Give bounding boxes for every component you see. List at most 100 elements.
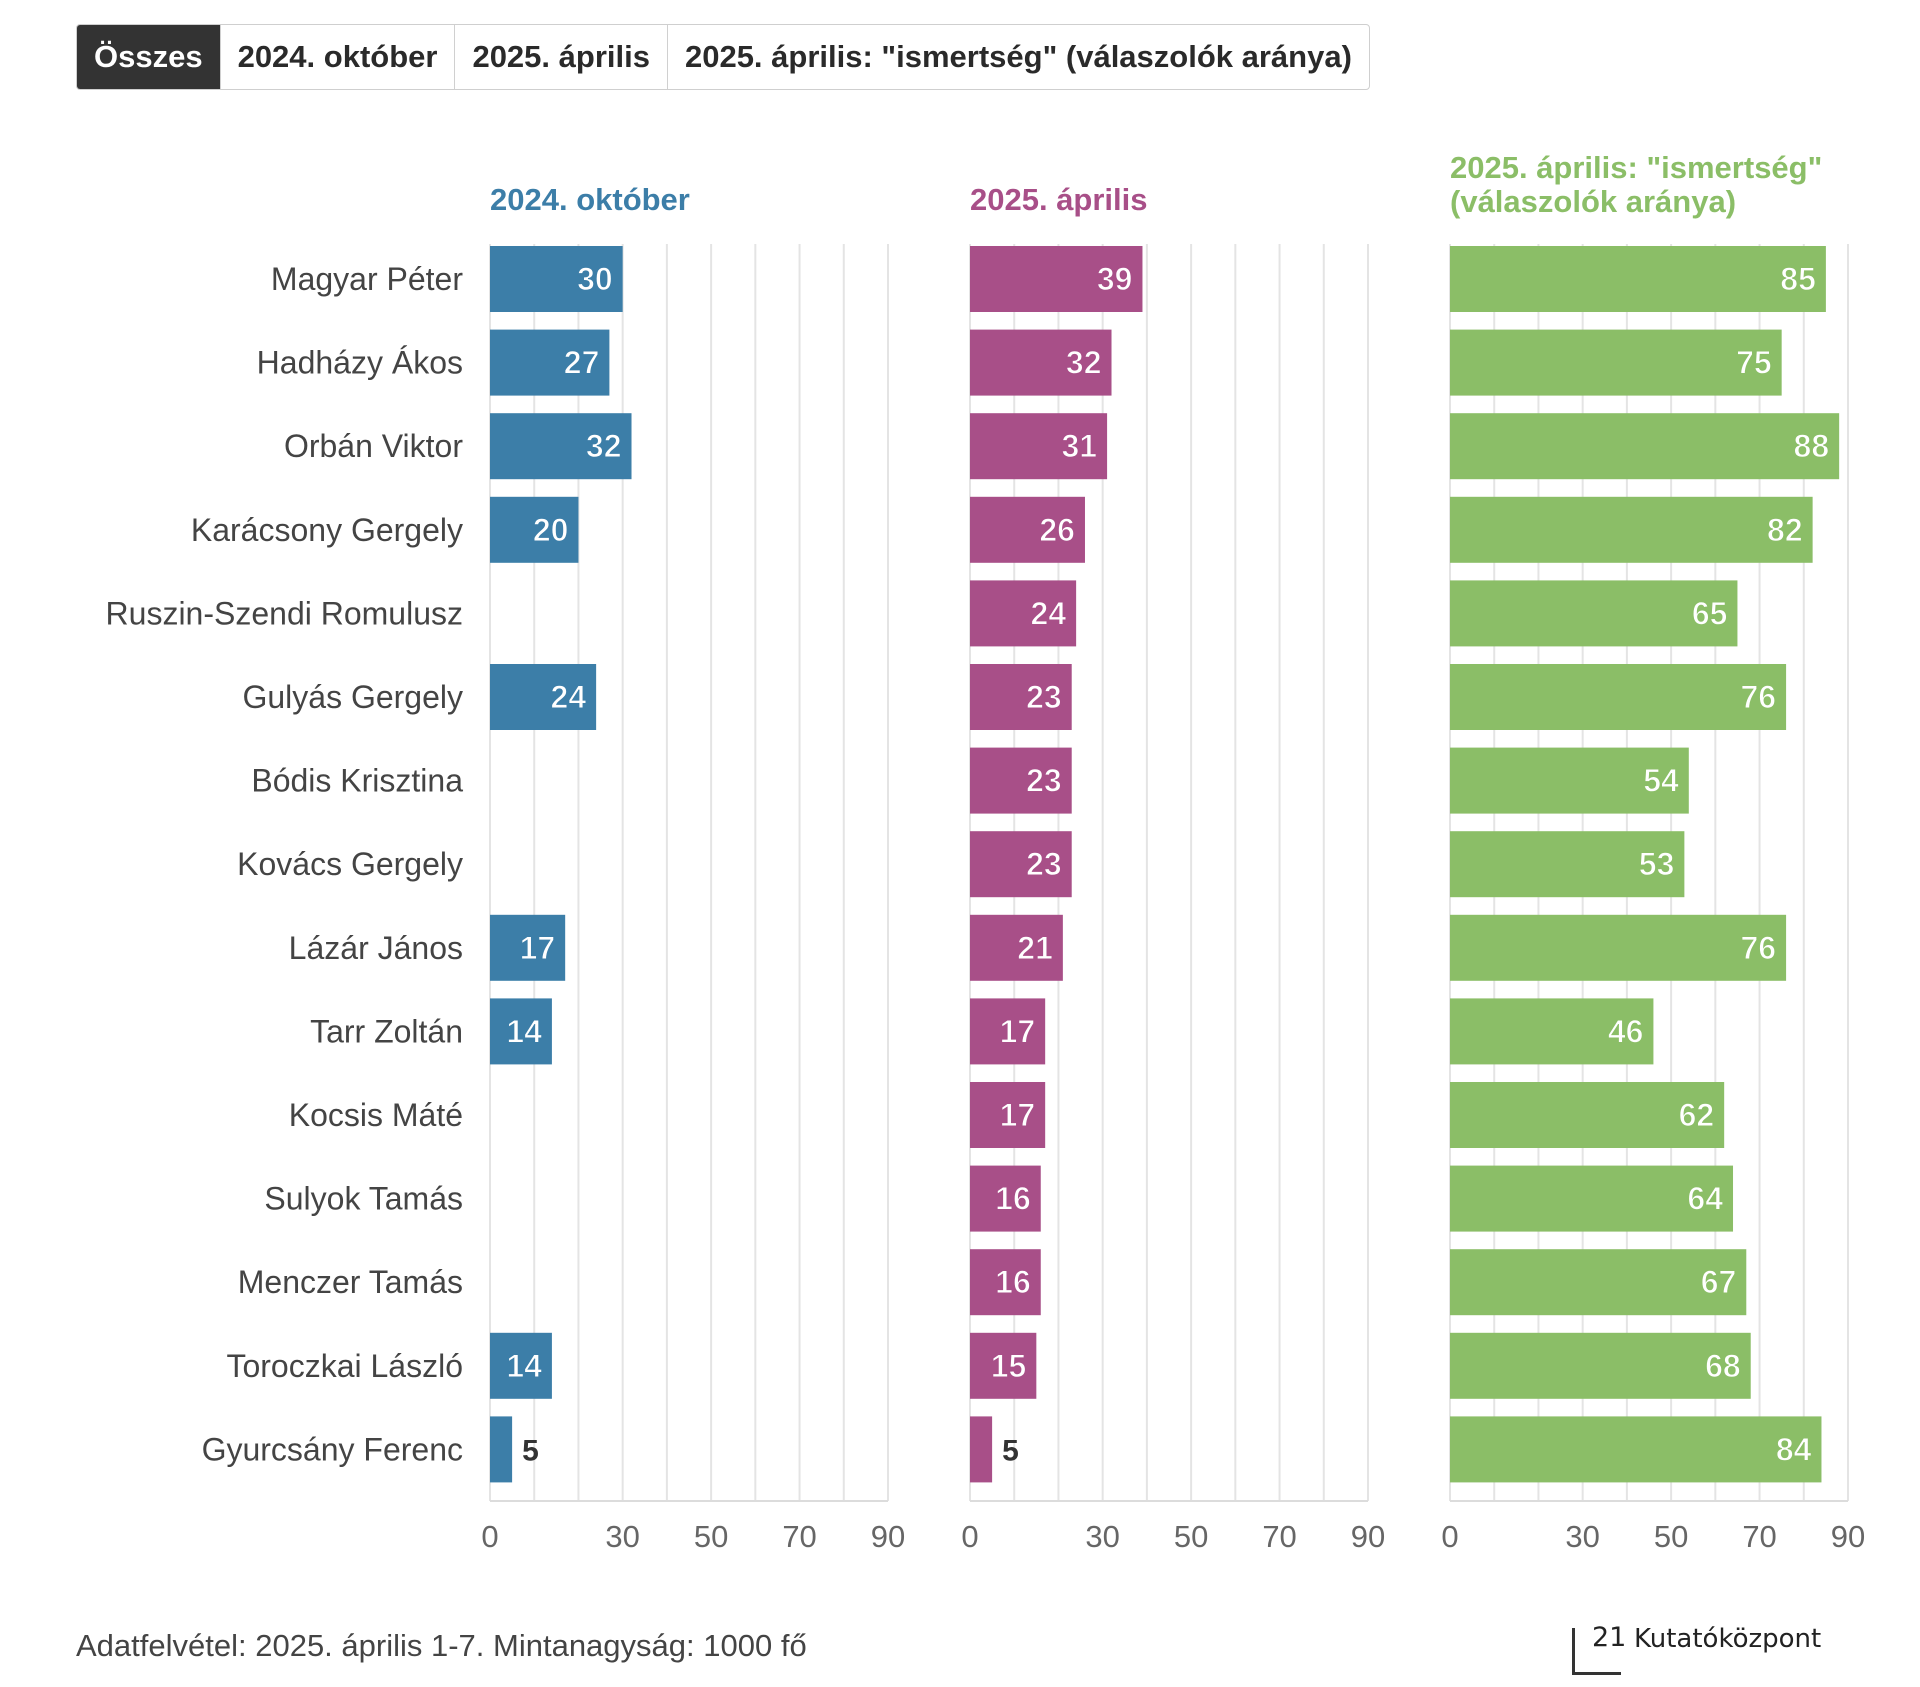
data-label: 16 — [995, 1181, 1031, 1217]
data-label: 76 — [1740, 930, 1776, 966]
logo-name: Kutatóközpont — [1634, 1624, 1822, 1654]
tab-2025-april[interactable]: 2025. április — [455, 25, 668, 89]
bar — [490, 998, 552, 1065]
bar — [970, 664, 1072, 730]
x-tick-label: 30 — [1085, 1519, 1119, 1554]
bar — [490, 1416, 513, 1483]
category-label: Kovács Gergely — [237, 846, 463, 882]
data-label: 14 — [506, 1348, 542, 1384]
tab-2025-april-awareness[interactable]: 2025. április: "ismertség" (válaszolók a… — [684, 39, 1352, 74]
data-label: 54 — [1643, 763, 1679, 799]
category-label: Gyurcsány Ferenc — [202, 1431, 463, 1467]
bar — [970, 998, 1046, 1065]
data-label: 20 — [533, 512, 569, 548]
x-tick-label: 50 — [694, 1519, 728, 1554]
bar — [1450, 998, 1654, 1065]
category-label: Kocsis Máté — [289, 1097, 463, 1133]
panel-title: 2025. április: "ismertség" — [1450, 150, 1822, 185]
view-tabs: Összes 2024. október 2025. április 2025.… — [76, 24, 1370, 90]
data-label: 32 — [586, 428, 622, 464]
x-tick-label: 50 — [1174, 1519, 1208, 1554]
panel-title: 2024. október — [490, 182, 690, 217]
bar — [970, 1332, 1037, 1399]
bar — [490, 1332, 552, 1399]
bar — [970, 747, 1072, 814]
x-tick-label: 90 — [1351, 1519, 1385, 1554]
category-label: Ruszin-Szendi Romulusz — [106, 595, 463, 631]
bar — [970, 914, 1063, 981]
data-label: 31 — [1061, 428, 1097, 464]
data-label: 26 — [1039, 512, 1075, 548]
bar — [970, 246, 1143, 312]
panel-title: 2025. április — [970, 182, 1148, 217]
logo-number: 21 — [1592, 1622, 1627, 1653]
bar — [970, 1165, 1041, 1232]
x-tick-label: 0 — [961, 1519, 978, 1554]
data-label: 68 — [1705, 1348, 1741, 1384]
bar — [1450, 580, 1738, 647]
bar — [1450, 413, 1840, 480]
bar — [1450, 831, 1685, 898]
data-label: 23 — [1026, 846, 1062, 882]
data-label: 65 — [1692, 595, 1728, 631]
bar — [1450, 1082, 1725, 1148]
bar — [970, 329, 1112, 396]
category-label: Lázár János — [289, 930, 463, 966]
panel-title: (válaszolók aránya) — [1450, 184, 1736, 219]
bar — [1450, 1332, 1751, 1399]
x-tick-label: 90 — [1831, 1519, 1865, 1554]
data-label: 32 — [1066, 345, 1102, 381]
bar — [1450, 914, 1787, 981]
bar — [970, 413, 1108, 480]
category-label: Toroczkai László — [226, 1348, 463, 1384]
tab-2024-october[interactable]: 2024. október — [221, 25, 456, 89]
data-label: 46 — [1608, 1013, 1644, 1049]
bar — [970, 580, 1077, 647]
bar — [1450, 246, 1826, 312]
data-label: 67 — [1701, 1264, 1737, 1300]
category-label: Tarr Zoltán — [310, 1013, 463, 1049]
x-tick-label: 70 — [1742, 1519, 1776, 1554]
bar — [970, 831, 1072, 898]
bar — [970, 1416, 993, 1483]
bar — [1450, 1249, 1747, 1316]
x-tick-label: 0 — [1441, 1519, 1458, 1554]
category-label: Sulyok Tamás — [264, 1181, 463, 1217]
x-tick-label: 70 — [1262, 1519, 1296, 1554]
data-label: 23 — [1026, 763, 1062, 799]
bar — [1450, 747, 1689, 814]
data-label: 27 — [564, 345, 600, 381]
x-tick-label: 30 — [1565, 1519, 1599, 1554]
data-label: 16 — [995, 1264, 1031, 1300]
data-label: 75 — [1736, 345, 1772, 381]
data-label: 84 — [1776, 1431, 1812, 1467]
tab-all[interactable]: Összes — [77, 25, 221, 89]
category-label: Magyar Péter — [271, 261, 463, 297]
data-label: 64 — [1687, 1181, 1723, 1217]
data-label: 17 — [1000, 1013, 1036, 1049]
data-label: 17 — [520, 930, 556, 966]
bar — [1450, 329, 1782, 396]
category-label: Bódis Krisztina — [251, 763, 463, 799]
bar-chart: Magyar Péter Hadházy Ákos Orbán Viktor Kará… — [106, 150, 1866, 1554]
data-label: 39 — [1097, 261, 1133, 297]
x-tick-label: 30 — [605, 1519, 639, 1554]
x-tick-label: 50 — [1654, 1519, 1688, 1554]
data-label: 88 — [1794, 428, 1830, 464]
bar — [490, 914, 566, 981]
bar — [490, 329, 610, 396]
data-label: 82 — [1767, 512, 1803, 548]
data-label: 5 — [1002, 1434, 1019, 1467]
data-label: 62 — [1679, 1097, 1715, 1133]
data-label: 85 — [1780, 261, 1816, 297]
data-label: 21 — [1017, 930, 1053, 966]
data-label: 30 — [577, 261, 613, 297]
data-label: 23 — [1026, 679, 1062, 715]
bar — [490, 413, 632, 480]
bar — [490, 246, 623, 312]
bar — [1450, 664, 1787, 730]
bar — [1450, 1416, 1822, 1483]
data-label: 14 — [506, 1013, 542, 1049]
logo-frame-icon — [1572, 1628, 1621, 1675]
data-label: 5 — [522, 1434, 539, 1467]
